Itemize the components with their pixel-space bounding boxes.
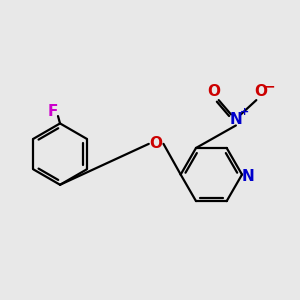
- Text: +: +: [239, 107, 249, 117]
- Text: N: N: [230, 112, 242, 127]
- Text: O: O: [254, 84, 267, 99]
- Text: N: N: [242, 169, 254, 184]
- Text: F: F: [48, 103, 58, 118]
- Text: −: −: [264, 80, 275, 94]
- Text: O: O: [207, 84, 220, 99]
- Text: O: O: [150, 136, 163, 152]
